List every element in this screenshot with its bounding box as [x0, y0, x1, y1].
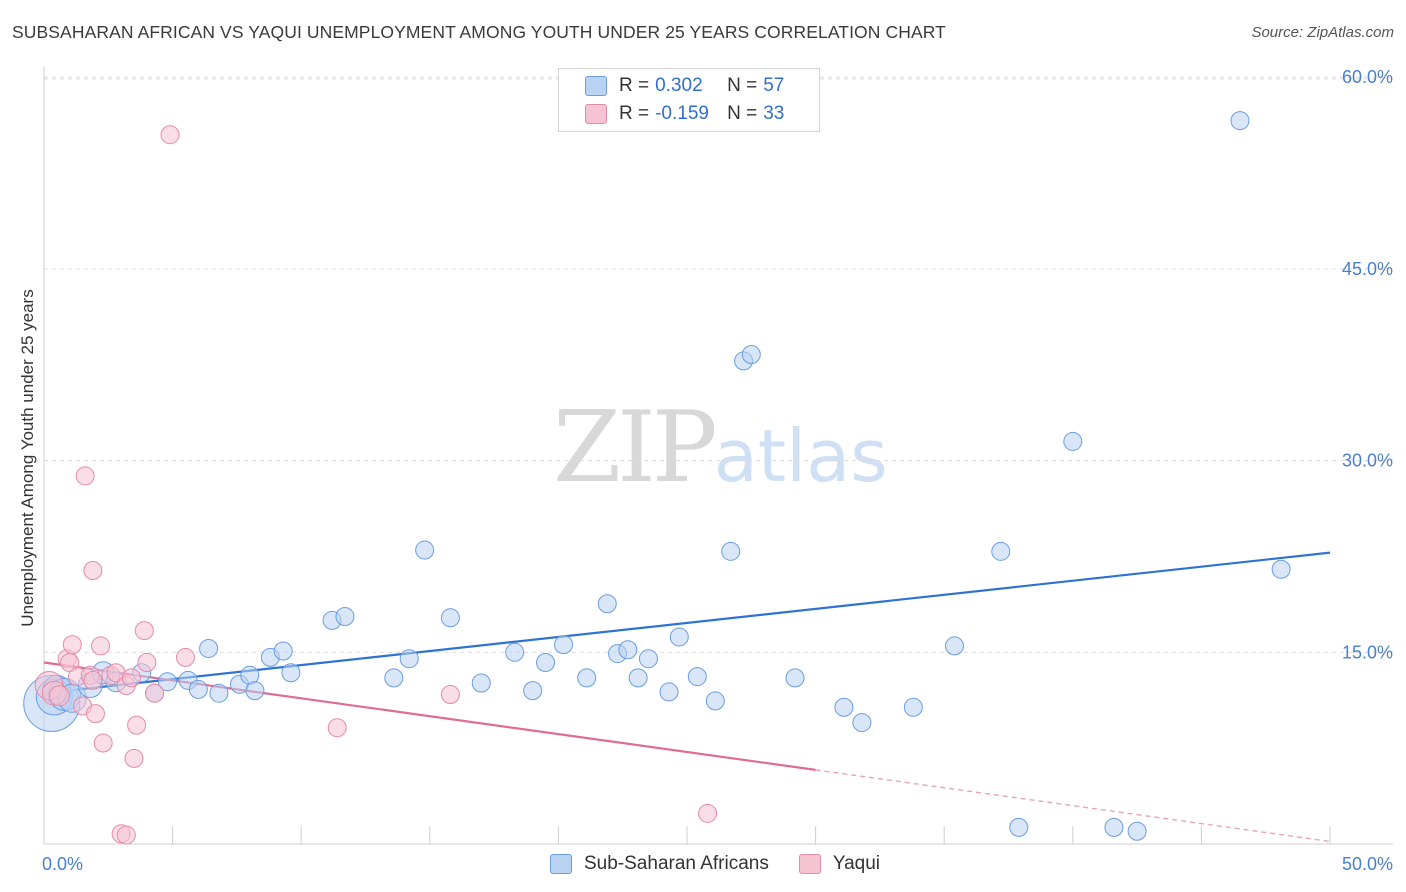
- sub-saharan-point: [1230, 111, 1250, 131]
- r-value: -0.159: [655, 103, 709, 124]
- sub-saharan-point: [536, 653, 556, 673]
- yaqui-point: [116, 825, 136, 845]
- yaqui-point: [440, 684, 460, 704]
- legend-label: Yaqui: [832, 853, 881, 874]
- sub-saharan-trend-line: [43, 551, 1331, 695]
- sub-saharan-point: [991, 541, 1011, 561]
- y-tick-label: 45.0%: [1342, 259, 1393, 279]
- sub-saharan-point: [785, 668, 805, 688]
- sub-saharan-point: [903, 697, 923, 717]
- legend-swatch-pink: [585, 104, 607, 124]
- sub-saharan-point: [1127, 821, 1147, 841]
- n-value: 57: [763, 75, 785, 96]
- yaqui-point: [698, 803, 718, 823]
- legend-item-sub-saharan[interactable]: Sub-Saharan Africans: [550, 853, 769, 875]
- sub-saharan-point: [209, 683, 229, 703]
- r-label: R =: [619, 103, 650, 124]
- stats-row-yaqui: R = -0.159 N = 33: [585, 101, 784, 127]
- r-label: R =: [619, 75, 650, 96]
- sub-saharan-point: [471, 673, 491, 693]
- yaqui-point: [91, 636, 111, 656]
- legend-item-yaqui[interactable]: Yaqui: [798, 853, 881, 875]
- sub-saharan-point: [687, 667, 707, 687]
- yaqui-point: [137, 653, 157, 673]
- r-value: 0.302: [655, 75, 703, 96]
- sub-saharan-point: [659, 682, 679, 702]
- sub-saharan-point: [597, 594, 617, 614]
- gridlines: [44, 76, 1393, 653]
- sub-saharan-point: [505, 642, 525, 662]
- x-tick-label-min: 0.0%: [42, 854, 83, 874]
- stats-legend: R = 0.302 N = 57 R = -0.159 N = 33: [558, 68, 820, 132]
- yaqui-point: [134, 621, 154, 641]
- stats-row-sub-saharan: R = 0.302 N = 57: [585, 73, 784, 99]
- sub-saharan-point: [669, 627, 689, 647]
- sub-saharan-point: [399, 649, 419, 669]
- y-tick-label: 30.0%: [1342, 451, 1393, 471]
- zipatlas-watermark: ZIPatlas: [553, 398, 888, 497]
- sub-saharan-point: [638, 649, 658, 669]
- n-label: N =: [727, 75, 758, 96]
- sub-saharan-point: [1009, 817, 1029, 837]
- n-label: N =: [727, 103, 758, 124]
- yaqui-point: [85, 704, 105, 724]
- yaqui-point: [145, 683, 165, 703]
- series-legend: Sub-Saharan Africans Yaqui: [550, 852, 910, 876]
- sub-saharan-point: [852, 713, 872, 733]
- sub-saharan-point: [1271, 559, 1291, 579]
- sub-saharan-point: [618, 640, 638, 660]
- sub-saharan-point: [199, 638, 219, 658]
- chart-title: SUBSAHARAN AFRICAN VS YAQUI UNEMPLOYMENT…: [12, 22, 946, 42]
- sub-saharan-point: [188, 679, 208, 699]
- legend-swatch-blue: [585, 76, 607, 96]
- data-points: [23, 111, 1291, 845]
- legend-swatch-blue: [550, 854, 572, 874]
- yaqui-point: [127, 715, 147, 735]
- yaqui-point: [93, 733, 113, 753]
- yaqui-trend-extension: [815, 769, 1331, 843]
- y-tick-label: 60.0%: [1342, 67, 1393, 87]
- yaqui-point: [175, 647, 195, 667]
- sub-saharan-point: [705, 691, 725, 711]
- sub-saharan-point: [523, 681, 543, 701]
- sub-saharan-point: [721, 541, 741, 561]
- yaqui-point: [48, 685, 70, 707]
- sub-saharan-point: [741, 345, 761, 365]
- x-tick-label-max: 50.0%: [1342, 854, 1393, 874]
- yaqui-point: [75, 466, 95, 486]
- sub-saharan-point: [628, 668, 648, 688]
- yaqui-point: [62, 635, 82, 655]
- yaqui-point: [124, 748, 144, 768]
- sub-saharan-point: [415, 540, 435, 560]
- sub-saharan-point: [834, 697, 854, 717]
- sub-saharan-point: [384, 668, 404, 688]
- sub-saharan-point: [440, 608, 460, 628]
- sub-saharan-point: [1063, 431, 1083, 451]
- watermark-atlas: atlas: [713, 414, 888, 498]
- watermark-zip: ZIP: [553, 391, 718, 505]
- sub-saharan-point: [273, 641, 293, 661]
- yaqui-point: [121, 668, 141, 688]
- trend-lines: [43, 551, 1331, 843]
- legend-swatch-pink: [798, 854, 821, 874]
- chart-source: Source: ZipAtlas.com: [1251, 24, 1394, 41]
- yaqui-point: [327, 718, 347, 738]
- sub-saharan-point: [554, 635, 574, 655]
- sub-saharan-point: [944, 636, 964, 656]
- y-tick-label: 15.0%: [1342, 642, 1393, 662]
- yaqui-point: [83, 670, 103, 690]
- sub-saharan-point: [281, 663, 301, 683]
- legend-label: Sub-Saharan Africans: [584, 853, 769, 874]
- axes: [43, 66, 1393, 845]
- sub-saharan-point: [577, 668, 597, 688]
- sub-saharan-point: [335, 607, 355, 627]
- sub-saharan-point: [1104, 817, 1124, 837]
- yaqui-point: [83, 561, 103, 581]
- sub-saharan-point: [245, 681, 265, 701]
- sub-saharan-point: [157, 672, 177, 692]
- y-tick-labels: 15.0% 30.0% 45.0% 60.0%: [1342, 67, 1393, 662]
- n-value: 33: [763, 103, 785, 124]
- yaqui-point: [160, 125, 180, 145]
